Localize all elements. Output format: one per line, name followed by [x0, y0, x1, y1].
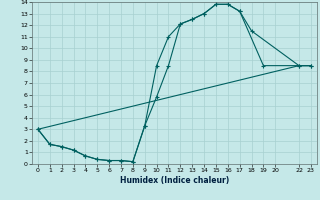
X-axis label: Humidex (Indice chaleur): Humidex (Indice chaleur): [120, 176, 229, 185]
